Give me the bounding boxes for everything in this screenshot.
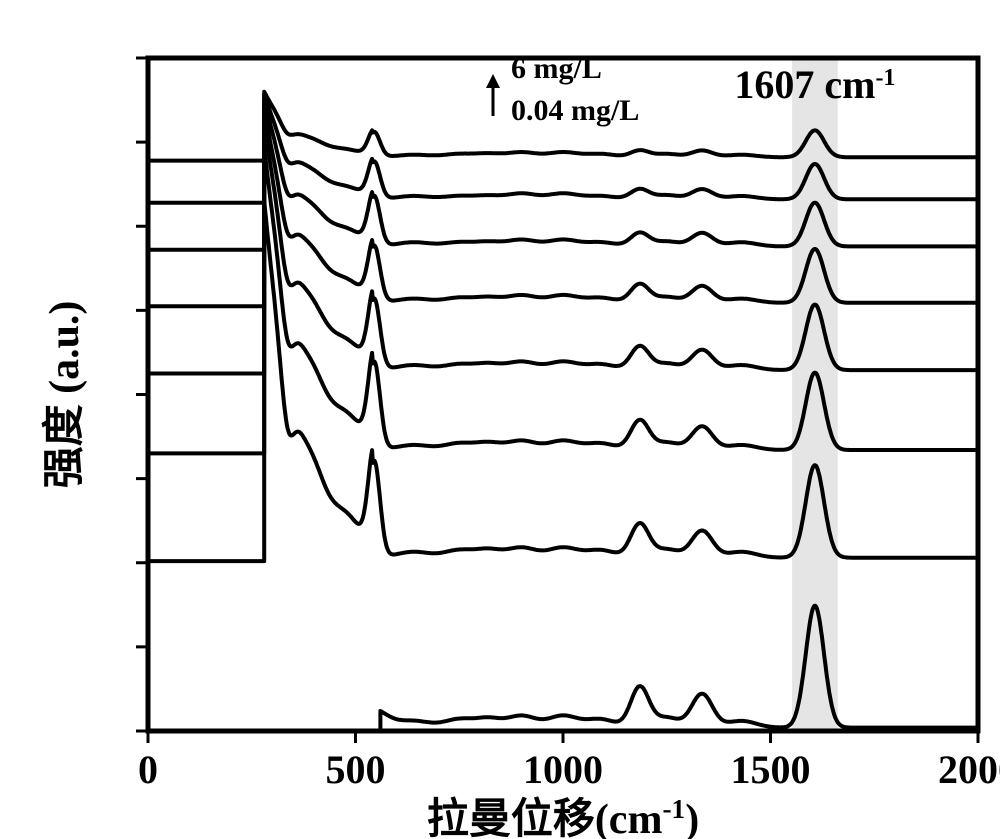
y-axis-label: 强度 (a.u.) bbox=[41, 301, 88, 489]
chart-container: 0 500 1000 1500 2000 拉曼位移(cm-1) 强度 (a.u.) 6 mg/… bbox=[0, 0, 1000, 839]
x-tick-label: 1500 bbox=[731, 747, 811, 792]
x-tick-label: 2000 bbox=[938, 747, 1000, 792]
annotation-top-concentration: 6 mg/L bbox=[511, 52, 602, 85]
annotation-peak-label: 1607 cm-1 bbox=[734, 62, 895, 107]
annotation-bottom-concentration: 0.04 mg/L bbox=[511, 94, 639, 127]
x-tick-label: 0 bbox=[138, 747, 158, 792]
x-axis-label: 拉曼位移(cm-1) bbox=[427, 794, 699, 839]
x-tick-label: 1000 bbox=[523, 747, 603, 792]
x-tick-label: 500 bbox=[326, 747, 386, 792]
raman-spectra-chart: 0 500 1000 1500 2000 拉曼位移(cm-1) 强度 (a.u.) 6 mg/… bbox=[0, 0, 1000, 839]
